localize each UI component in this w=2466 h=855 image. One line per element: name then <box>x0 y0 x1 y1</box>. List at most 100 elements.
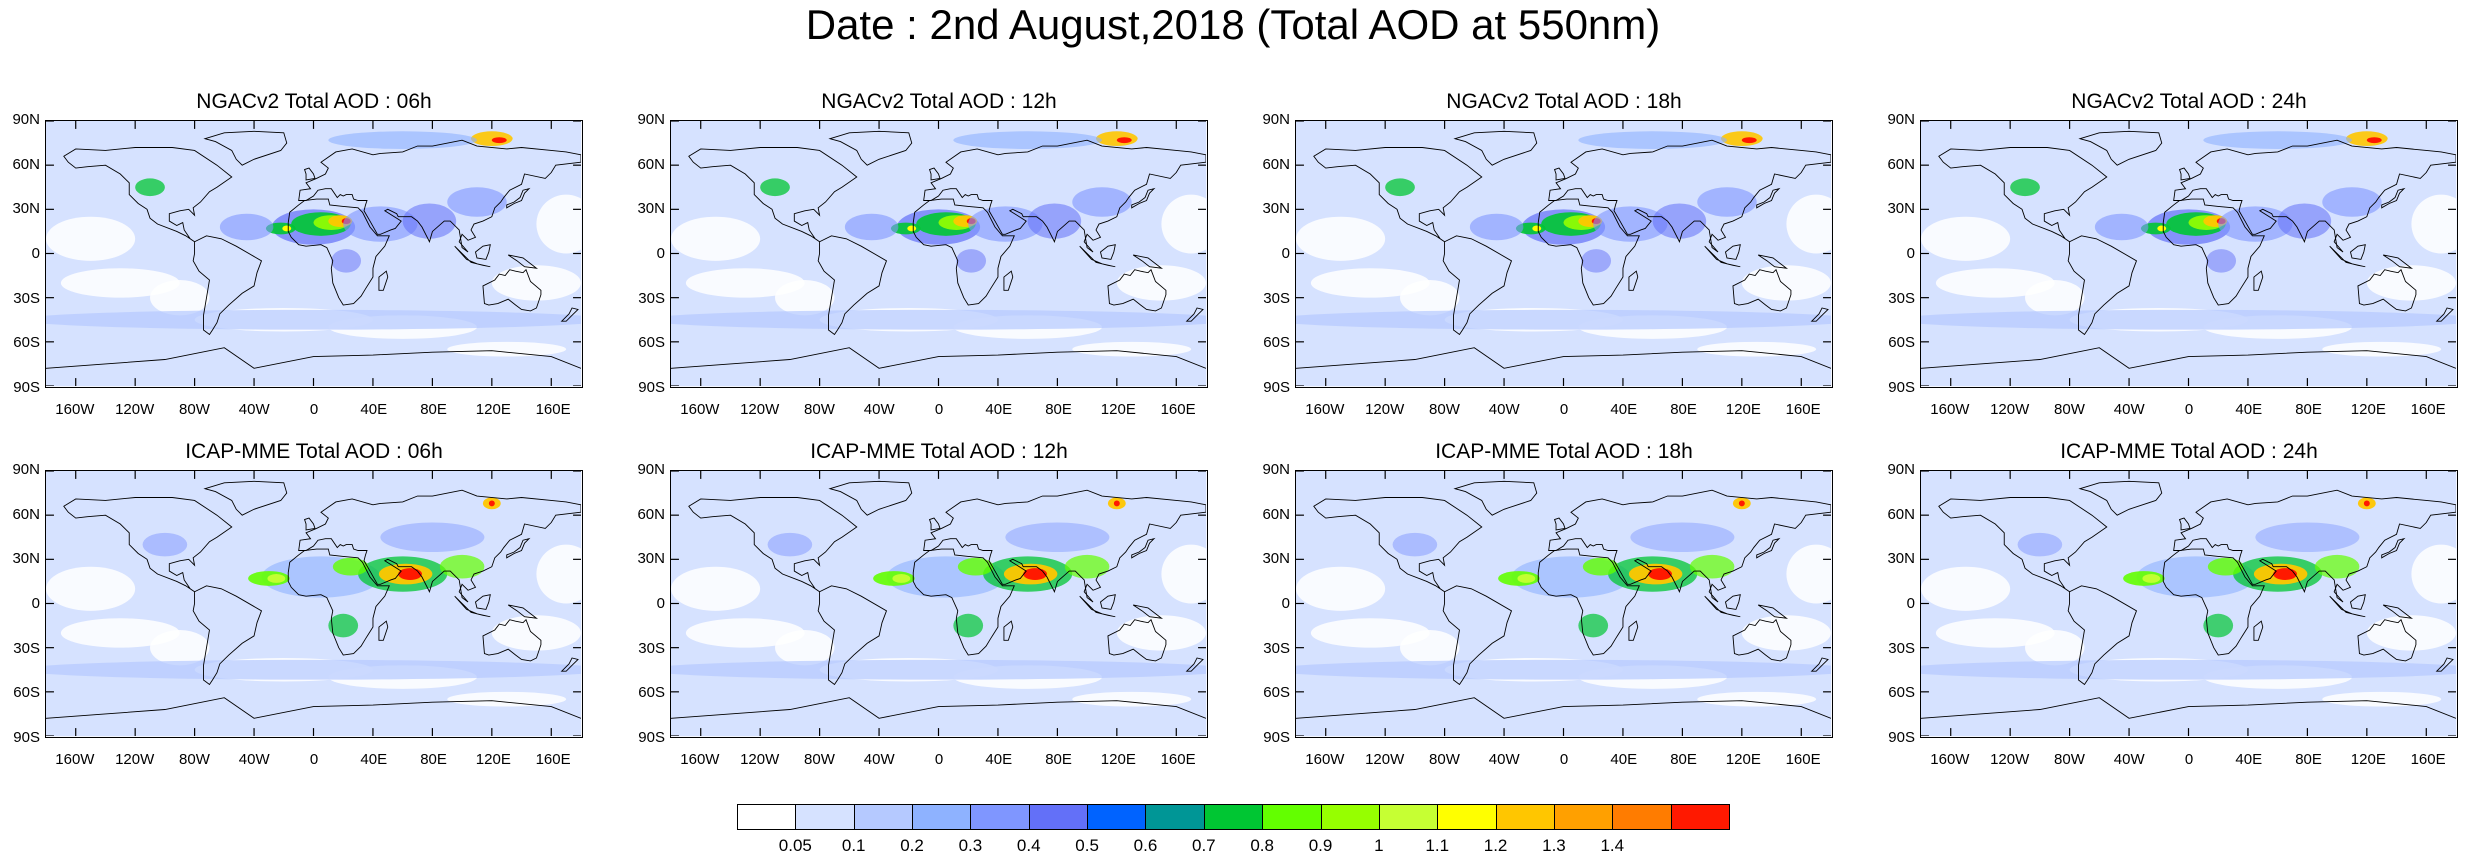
coastline-new-zealand <box>560 657 579 672</box>
lon-tick-label: 40W <box>238 751 270 768</box>
coastline-borneo <box>474 594 491 610</box>
lon-tick-label: 160E <box>535 751 571 768</box>
aod-plume <box>1578 131 1727 149</box>
coastline-new-guinea <box>1757 254 1789 269</box>
lat-tick-label: 60S <box>638 334 665 352</box>
aod-plume <box>1630 522 1735 552</box>
aod-plume <box>2207 557 2244 576</box>
colorbar-label: 1.1 <box>1425 836 1450 855</box>
coastline-madagascar <box>378 270 389 291</box>
map-area <box>670 470 1208 738</box>
clean-air-region <box>1072 341 1192 357</box>
aod-plume <box>2010 178 2040 197</box>
lat-tick-label: 0 <box>1906 595 1915 612</box>
coastline-new-guinea <box>507 604 539 619</box>
lon-tick-label: 120E <box>1725 401 1761 418</box>
clean-air-region <box>1921 216 2011 261</box>
aod-map-svg <box>1921 471 2456 736</box>
clean-air-region <box>1296 566 1386 611</box>
clean-air-region <box>1921 566 2011 611</box>
colorbar-swatch <box>1145 804 1205 830</box>
aod-plume <box>1116 137 1132 144</box>
colorbar-label: 1.2 <box>1483 836 1508 855</box>
clean-air-region <box>671 566 761 611</box>
coastline-new-guinea <box>1132 604 1164 619</box>
lon-tick-label: 160W <box>680 401 720 418</box>
coastline-africa <box>2162 548 2265 656</box>
aod-plume <box>1027 203 1082 239</box>
lat-tick-label: 30N <box>1262 550 1290 568</box>
lon-tick-label: 120W <box>1990 401 2030 418</box>
coastline-eurasia <box>1548 489 1831 603</box>
coastline-australia <box>1107 268 1167 312</box>
clean-air-region <box>46 216 136 261</box>
aod-map-svg <box>1296 121 1831 386</box>
coastline-antarctica <box>671 697 1206 719</box>
coastline-borneo <box>2349 594 2366 610</box>
colorbar-label: 1.3 <box>1542 836 1566 855</box>
coastline-new-zealand <box>1810 657 1829 672</box>
colorbar-swatch <box>970 804 1030 830</box>
lon-tick-label: 0 <box>934 401 944 418</box>
map-panel: NGACv2 Total AOD : 24h 90N 60N 30N 0 30S 60S 90… <box>1875 90 2465 420</box>
coastline-africa <box>912 198 1015 306</box>
coastline-new-guinea <box>2382 254 2414 269</box>
coastline-japan <box>506 187 531 209</box>
coastline-eurasia <box>298 139 581 253</box>
lat-tick-label: 30N <box>1262 200 1290 218</box>
aod-plume <box>328 131 477 149</box>
coastline-south-america <box>1442 235 1513 336</box>
lon-tick-label: 40E <box>985 401 1013 418</box>
coastline-eurasia <box>1548 139 1831 253</box>
coastline-north-america <box>63 497 233 593</box>
lon-tick-label: 120W <box>1990 751 2030 768</box>
coastline-borneo <box>1099 594 1116 610</box>
aod-plume <box>328 613 359 638</box>
coastline-north-america <box>1313 147 1483 243</box>
aod-plume <box>1741 137 1757 144</box>
lat-tick-label: 60N <box>1887 155 1915 173</box>
clean-air-region <box>536 544 581 604</box>
aod-map-svg <box>46 471 581 736</box>
colorbar-swatch <box>1495 804 1555 830</box>
coastline-antarctica <box>1296 697 1831 719</box>
coastline-japan <box>2381 537 2406 559</box>
aod-plume <box>1652 203 1707 239</box>
lon-tick-label: 120E <box>1725 751 1761 768</box>
aod-plume <box>2273 568 2297 580</box>
map-area <box>1295 470 1833 738</box>
lat-tick-label: 90S <box>13 379 40 396</box>
lat-tick-label: 90N <box>637 461 665 478</box>
lon-tick-label: 120E <box>475 401 511 418</box>
lat-tick-label: 60N <box>1887 505 1915 523</box>
clean-air-region <box>1935 268 2055 298</box>
aod-plume <box>402 203 457 239</box>
lat-tick-label: 0 <box>31 595 40 612</box>
page-title: Date : 2nd August,2018 (Total AOD at 550… <box>805 1 1661 48</box>
aod-plume <box>2322 187 2382 217</box>
clean-air-region <box>1400 280 1460 316</box>
aod-plume <box>956 249 987 273</box>
lon-tick-label: 40W <box>2113 751 2145 768</box>
lon-tick-label: 80E <box>2295 751 2322 768</box>
coastline-south-america <box>1442 585 1513 686</box>
lat-tick-label: 30N <box>12 200 40 218</box>
clean-air-region <box>1296 216 1386 261</box>
coastline-uk <box>1553 517 1566 531</box>
lon-tick-label: 80W <box>179 751 210 768</box>
colorbar-label: 0.3 <box>958 836 983 855</box>
coastline-japan <box>1131 537 1156 559</box>
lat-tick-label: 90N <box>1262 111 1290 128</box>
aod-plume <box>1738 500 1745 507</box>
aod-map-svg <box>671 121 1206 386</box>
coastline-uk <box>2178 517 2191 531</box>
lat-tick-label: 0 <box>656 595 665 612</box>
map-panel: NGACv2 Total AOD : 06h 90N 60N 30N 0 30S 60S 90… <box>0 90 590 420</box>
colorbar-swatch <box>1028 804 1089 830</box>
lat-tick-label: 0 <box>656 245 665 262</box>
coastline-north-america <box>63 147 233 243</box>
coastline-borneo <box>474 244 491 260</box>
lat-tick-label: 90N <box>1887 461 1915 478</box>
panel-title: NGACv2 Total AOD : 24h <box>2071 90 2307 113</box>
aod-plume <box>267 574 286 583</box>
